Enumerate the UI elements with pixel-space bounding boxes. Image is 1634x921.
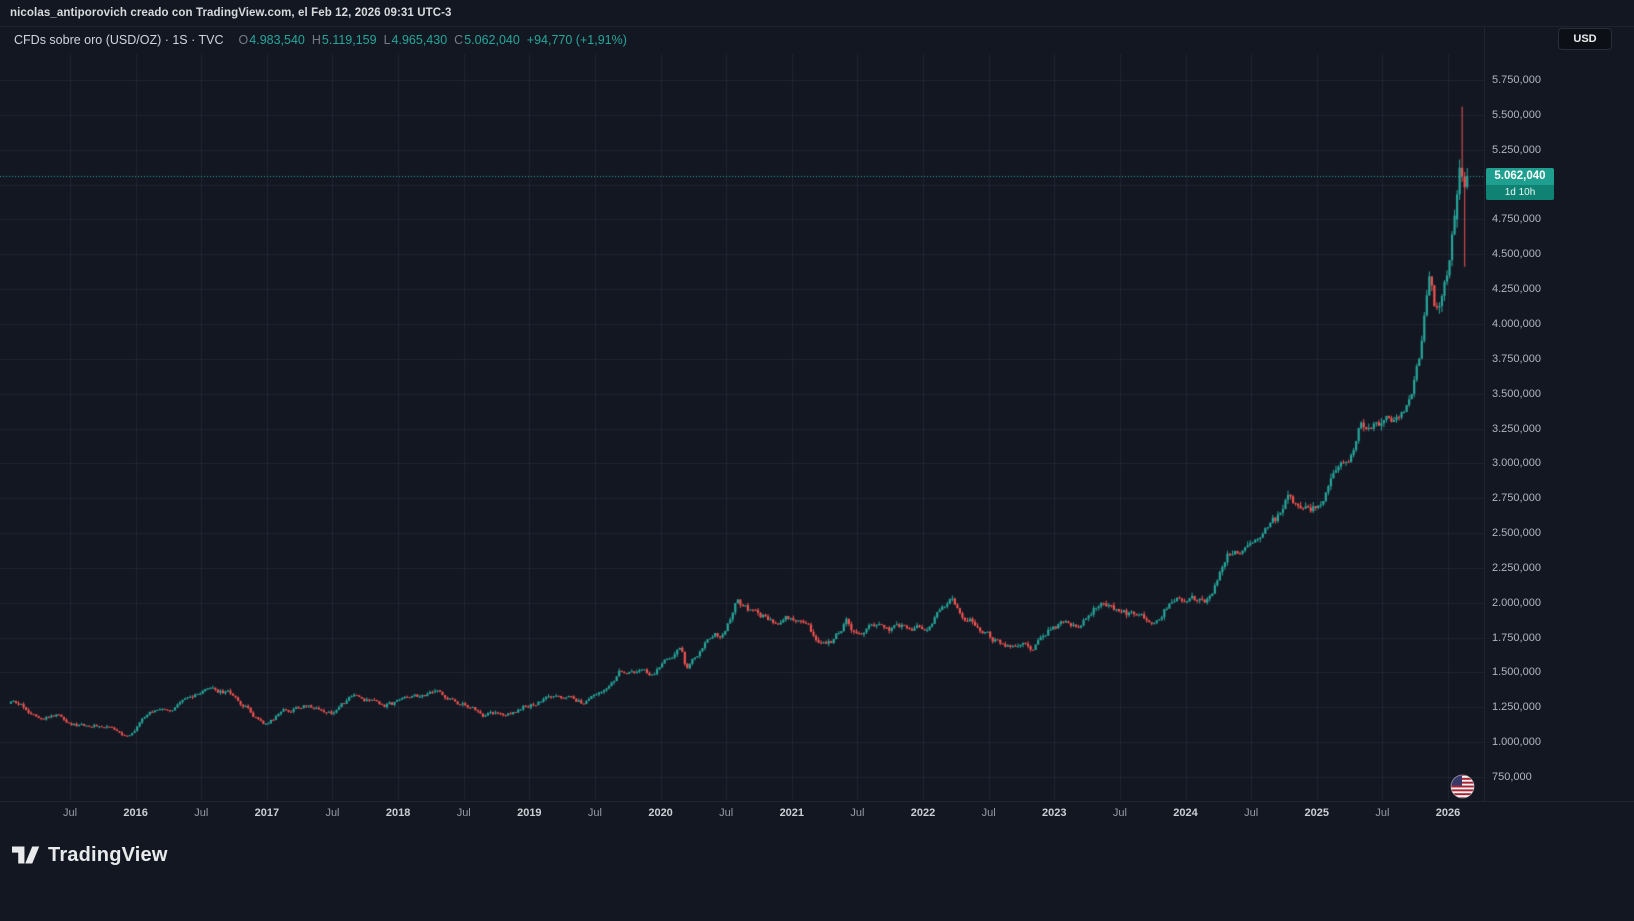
time-axis-label: Jul — [1112, 807, 1127, 819]
current-price-label: 5.062,040 1d 10h — [1486, 167, 1554, 200]
price-axis-label: 2.750,000 — [1492, 492, 1541, 505]
time-axis-label: 2026 — [1435, 807, 1461, 819]
price-axis-label: 1.500,000 — [1492, 666, 1541, 679]
ohlc-value: 5.062,040 — [464, 33, 520, 47]
time-axis-label: Jul — [587, 807, 602, 819]
tradingview-wordmark: TradingView — [48, 843, 168, 866]
ohlc-value: 5.119,159 — [321, 33, 377, 47]
price-axis[interactable]: 5.750,000 5.500,000 5.250,000 4.750,000 4.50… — [1490, 0, 1634, 800]
price-axis-label: 3.250,000 — [1492, 422, 1541, 435]
ohlc-letter: L — [383, 33, 391, 47]
time-axis-label: 2016 — [123, 807, 148, 819]
price-axis-label: 5.250,000 — [1492, 143, 1541, 156]
ohlc-value: 4.983,540 — [249, 33, 305, 47]
time-axis-label: Jul — [62, 807, 78, 819]
price-axis-label: 4.750,000 — [1492, 213, 1541, 226]
time-axis-label: 2022 — [910, 807, 936, 819]
price-axis-label: 3.000,000 — [1492, 457, 1541, 470]
price-axis-label: 3.750,000 — [1492, 352, 1541, 365]
tradingview-logo-icon — [12, 846, 40, 864]
tradingview-logo[interactable]: TradingView — [12, 843, 168, 867]
symbol-title[interactable]: CFDs sobre oro (USD/OZ) · 1S · TVC — [14, 33, 224, 47]
ohlc-letter: H — [311, 33, 321, 47]
time-axis-label: 2024 — [1173, 807, 1198, 819]
time-axis-label: 2025 — [1304, 807, 1329, 819]
time-axis-label: Jul — [850, 807, 865, 819]
price-axis-label: 4.000,000 — [1492, 317, 1541, 330]
price-axis-label: 5.500,000 — [1492, 108, 1541, 121]
bar-countdown: 1d 10h — [1486, 184, 1554, 200]
price-axis-label: 1.250,000 — [1492, 701, 1541, 714]
us-flag-icon — [1450, 774, 1475, 799]
price-axis-label: 5.750,000 — [1492, 74, 1541, 86]
time-axis-label: Jul — [1244, 807, 1259, 819]
price-axis-label: 2.500,000 — [1492, 527, 1541, 540]
chart-pane[interactable] — [0, 0, 1484, 800]
time-axis-label: Jul — [456, 807, 471, 819]
time-axis-label: Jul — [981, 807, 996, 819]
footer-bar: TradingView — [0, 836, 1634, 921]
time-axis-label: 2018 — [385, 807, 411, 819]
price-axis-label: 1.750,000 — [1492, 631, 1541, 644]
time-axis-label: 2021 — [779, 807, 805, 819]
time-axis-divider — [0, 801, 1634, 802]
price-axis-label: 1.000,000 — [1492, 736, 1541, 749]
time-axis-label: Jul — [719, 807, 734, 819]
ohlc-value: 4.965,430 — [391, 33, 448, 47]
price-axis-label: 2.250,000 — [1492, 561, 1541, 574]
time-axis-label: 2020 — [648, 807, 673, 819]
last-price-value: 5.062,040 — [1486, 167, 1554, 185]
symbol-legend: CFDs sobre oro (USD/OZ) · 1S · TVC O4.983… — [14, 33, 627, 47]
time-axis[interactable]: Jul 2016 Jul 2017 Jul 2018 Jul 2019 Jul 2020 Jul 20… — [0, 802, 1484, 826]
ohlc-letter: C — [454, 33, 464, 47]
change-value: +94,770 (+1,91%) — [526, 33, 627, 47]
price-axis-label: 3.500,000 — [1492, 387, 1541, 400]
price-axis-label: 4.250,000 — [1492, 283, 1541, 296]
time-axis-label: Jul — [1375, 807, 1390, 819]
time-axis-label: 2019 — [517, 807, 542, 819]
price-axis-label: 750,000 — [1492, 771, 1532, 783]
currency-button[interactable]: USD — [1558, 28, 1612, 50]
ohlc-values: O4.983,540 H5.119,159 L4.965,430 C5.062,040… — [232, 33, 627, 47]
ohlc-letter: O — [238, 33, 249, 47]
candlestick-chart-canvas[interactable] — [0, 0, 1484, 800]
time-axis-label: Jul — [325, 807, 340, 819]
price-axis-label: 2.000,000 — [1492, 596, 1541, 609]
time-axis-label: 2017 — [254, 807, 280, 819]
price-axis-divider — [1484, 27, 1485, 801]
price-axis-label: 4.500,000 — [1492, 248, 1541, 261]
time-axis-label: 2023 — [1042, 807, 1067, 819]
time-axis-label: Jul — [194, 807, 209, 819]
